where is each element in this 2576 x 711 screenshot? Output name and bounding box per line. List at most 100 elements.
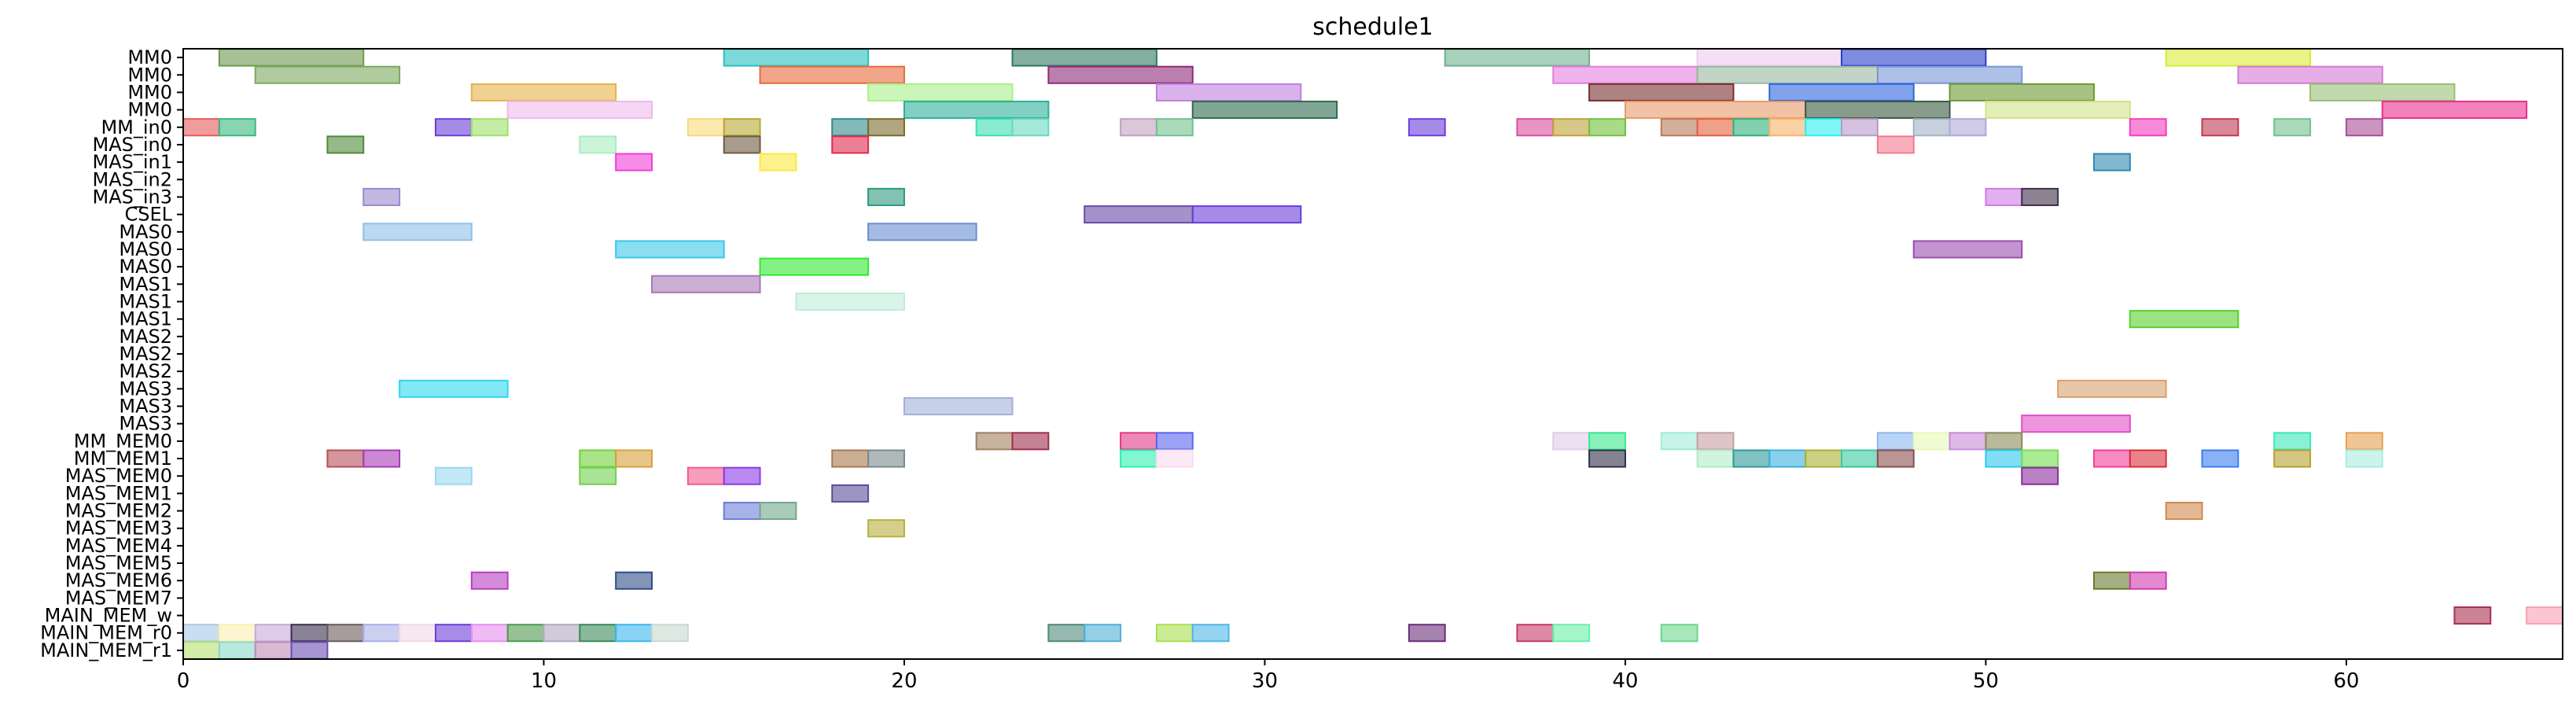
task-bar [1191,101,1338,120]
task-bar [2201,118,2239,137]
task-bar [1841,449,1879,468]
task-bar [1552,118,1591,137]
task-bar [1912,432,1951,451]
task-bar [1191,624,1230,643]
task-bar [1949,83,2095,101]
task-bar [903,396,1014,416]
y-axis-labels: MM0MM0MM0MM0MM_in0MAS_in0MAS_in1MAS_in2M… [40,46,183,661]
task-bar [579,135,617,154]
task-bar [723,466,761,485]
task-bar [1516,624,1555,643]
task-bar [2129,118,2167,137]
task-bar [1949,432,1987,451]
task-bar [651,274,761,293]
task-bar [1696,48,1843,67]
task-bar [2165,502,2203,521]
task-bar [975,118,1014,137]
task-bar [326,449,365,468]
task-bar [1696,65,1879,84]
y-tick-label: MAS3 [119,396,172,418]
task-bar [1768,118,1807,137]
task-bar [1912,118,1951,137]
task-bar [723,135,761,154]
task-bar [290,641,329,660]
task-bar [867,223,977,241]
task-bar [434,466,473,485]
task-bar [1696,432,1735,451]
task-bar [1588,83,1735,101]
x-tick-label: 30 [1252,669,1278,693]
y-tick-label: MAS_MEM4 [65,535,172,557]
task-bar [831,484,870,503]
task-bar [1011,48,1157,67]
task-bar [2021,449,2059,468]
y-tick-label: MAIN_MEM_r0 [40,622,172,644]
task-bar [1912,240,2023,259]
task-bar [1408,624,1446,643]
task-bar [759,502,797,521]
task-bar [2092,449,2131,468]
task-bar [1444,48,1591,67]
task-bar [2165,48,2312,67]
task-bar [615,449,653,468]
task-bar [2381,101,2528,120]
task-bar [254,624,293,643]
task-bar [723,48,870,67]
task-bar [615,153,653,171]
task-bar [434,624,473,643]
task-bar [1120,118,1157,137]
task-bar [651,624,689,643]
task-bar [615,240,725,259]
task-bar [2273,118,2312,137]
task-bar [1876,135,1915,154]
y-tick-label: MM0 [127,46,172,68]
task-bar [1768,83,1915,101]
task-bar [2057,379,2167,398]
task-bar [2021,414,2131,433]
task-bar [254,65,401,84]
task-bar [1155,432,1194,451]
y-tick-label: MAIN_MEM_r1 [40,639,172,661]
task-bar [1552,624,1591,643]
x-tick-label: 20 [891,669,917,693]
task-bar [831,118,870,137]
task-bar [362,223,473,241]
task-bar [470,118,509,137]
task-bar [470,624,509,643]
task-bar [434,118,473,137]
task-bar [686,466,725,485]
x-tick-label: 40 [1612,669,1638,693]
bars-layer [182,48,2564,660]
x-tick-label: 10 [531,669,557,693]
task-bar [1084,205,1194,224]
task-bar [686,118,725,137]
task-bar [1588,118,1626,137]
y-tick-label: MAS_MEM6 [65,569,172,591]
task-bar [218,624,256,643]
task-bar [1588,432,1626,451]
task-bar [2092,571,2131,590]
y-tick-label: MAS0 [119,256,172,278]
task-bar [399,624,436,643]
task-bar [867,83,1014,101]
task-bar [795,292,905,311]
task-bar [1876,432,1915,451]
task-bar [579,466,617,485]
y-tick-label: MAS2 [119,360,172,382]
y-tick-label: MM_MEM1 [74,448,172,470]
x-tick-label: 60 [2333,669,2359,693]
plot-frame [182,48,2563,660]
task-bar [1120,449,1157,468]
task-bar [1841,118,1879,137]
task-bar [362,449,401,468]
task-bar [1011,118,1050,137]
task-bar [218,641,256,660]
y-tick-label: MAS3 [119,378,172,400]
task-bar [2453,606,2492,625]
task-bar [903,101,1050,120]
task-bar [1805,118,1843,137]
y-tick-label: MM_MEM0 [74,430,172,452]
task-bar [1155,624,1194,643]
task-bar [543,624,581,643]
